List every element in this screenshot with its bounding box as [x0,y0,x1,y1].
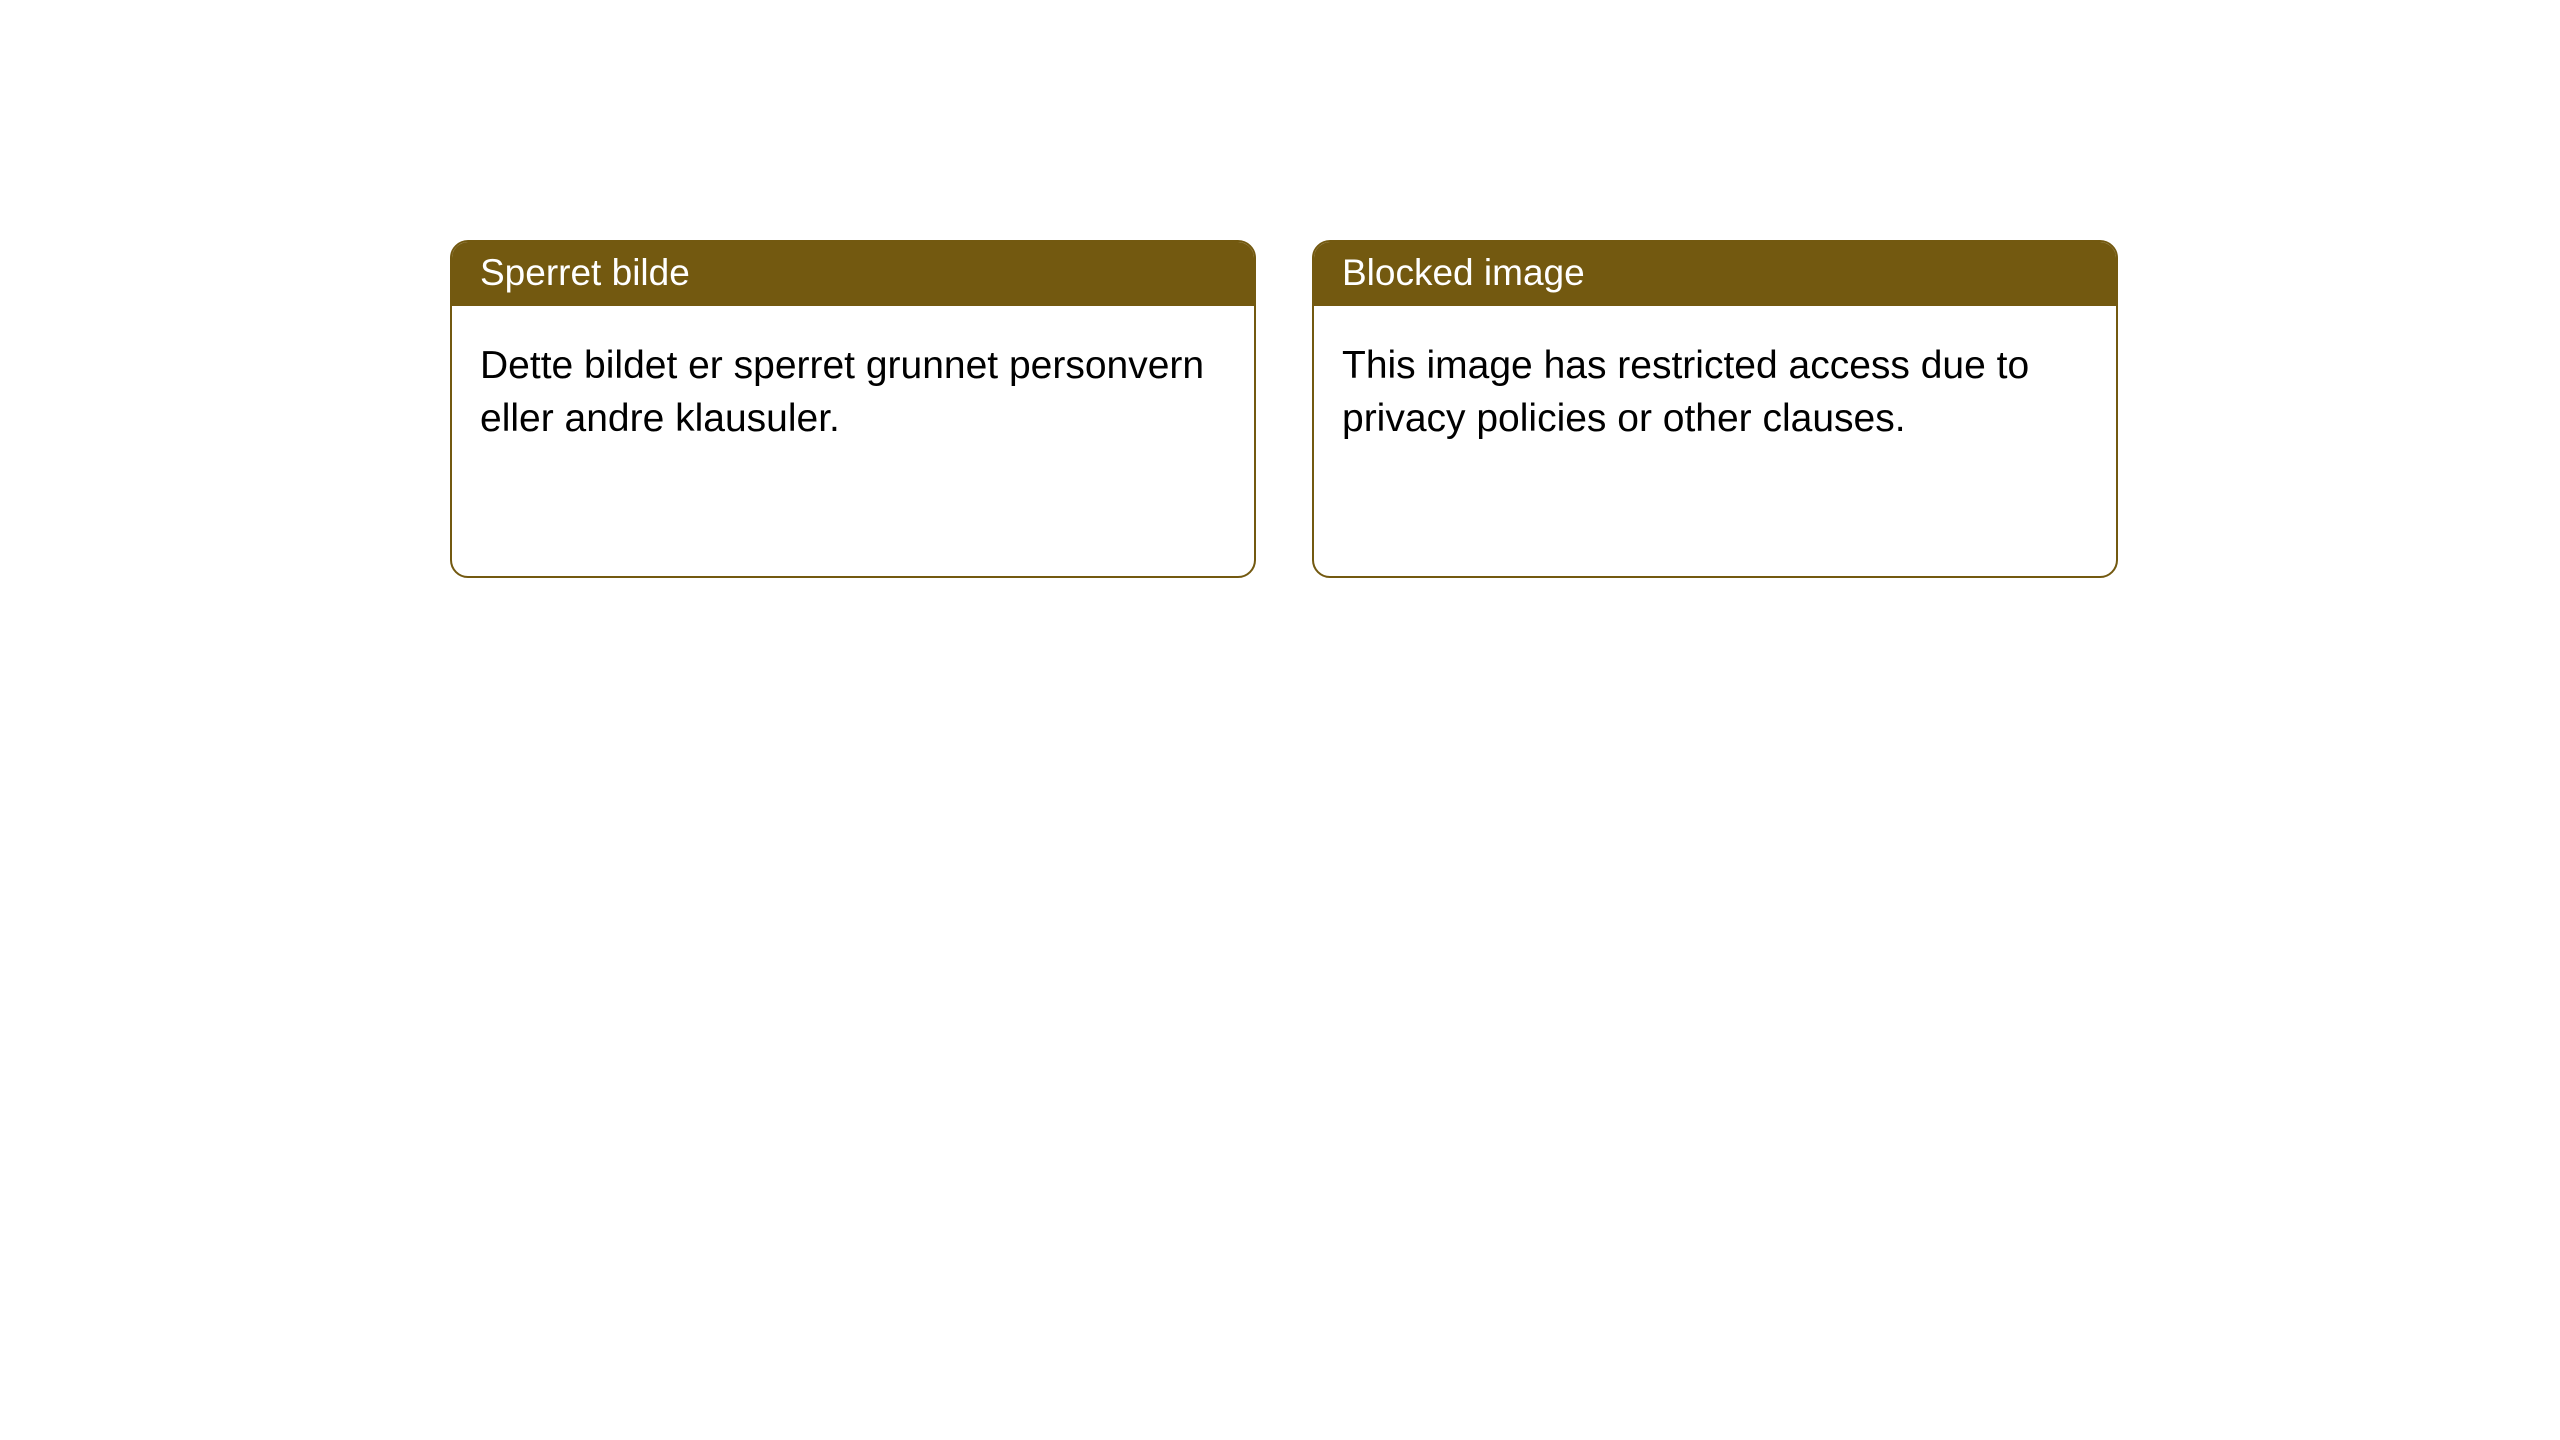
notice-cards-row: Sperret bilde Dette bildet er sperret gr… [0,0,2560,578]
notice-card-en: Blocked image This image has restricted … [1312,240,2118,578]
notice-card-no: Sperret bilde Dette bildet er sperret gr… [450,240,1256,578]
notice-card-title-en: Blocked image [1314,242,2116,306]
notice-card-body-no: Dette bildet er sperret grunnet personve… [452,306,1254,576]
notice-card-body-en: This image has restricted access due to … [1314,306,2116,576]
notice-card-title-no: Sperret bilde [452,242,1254,306]
